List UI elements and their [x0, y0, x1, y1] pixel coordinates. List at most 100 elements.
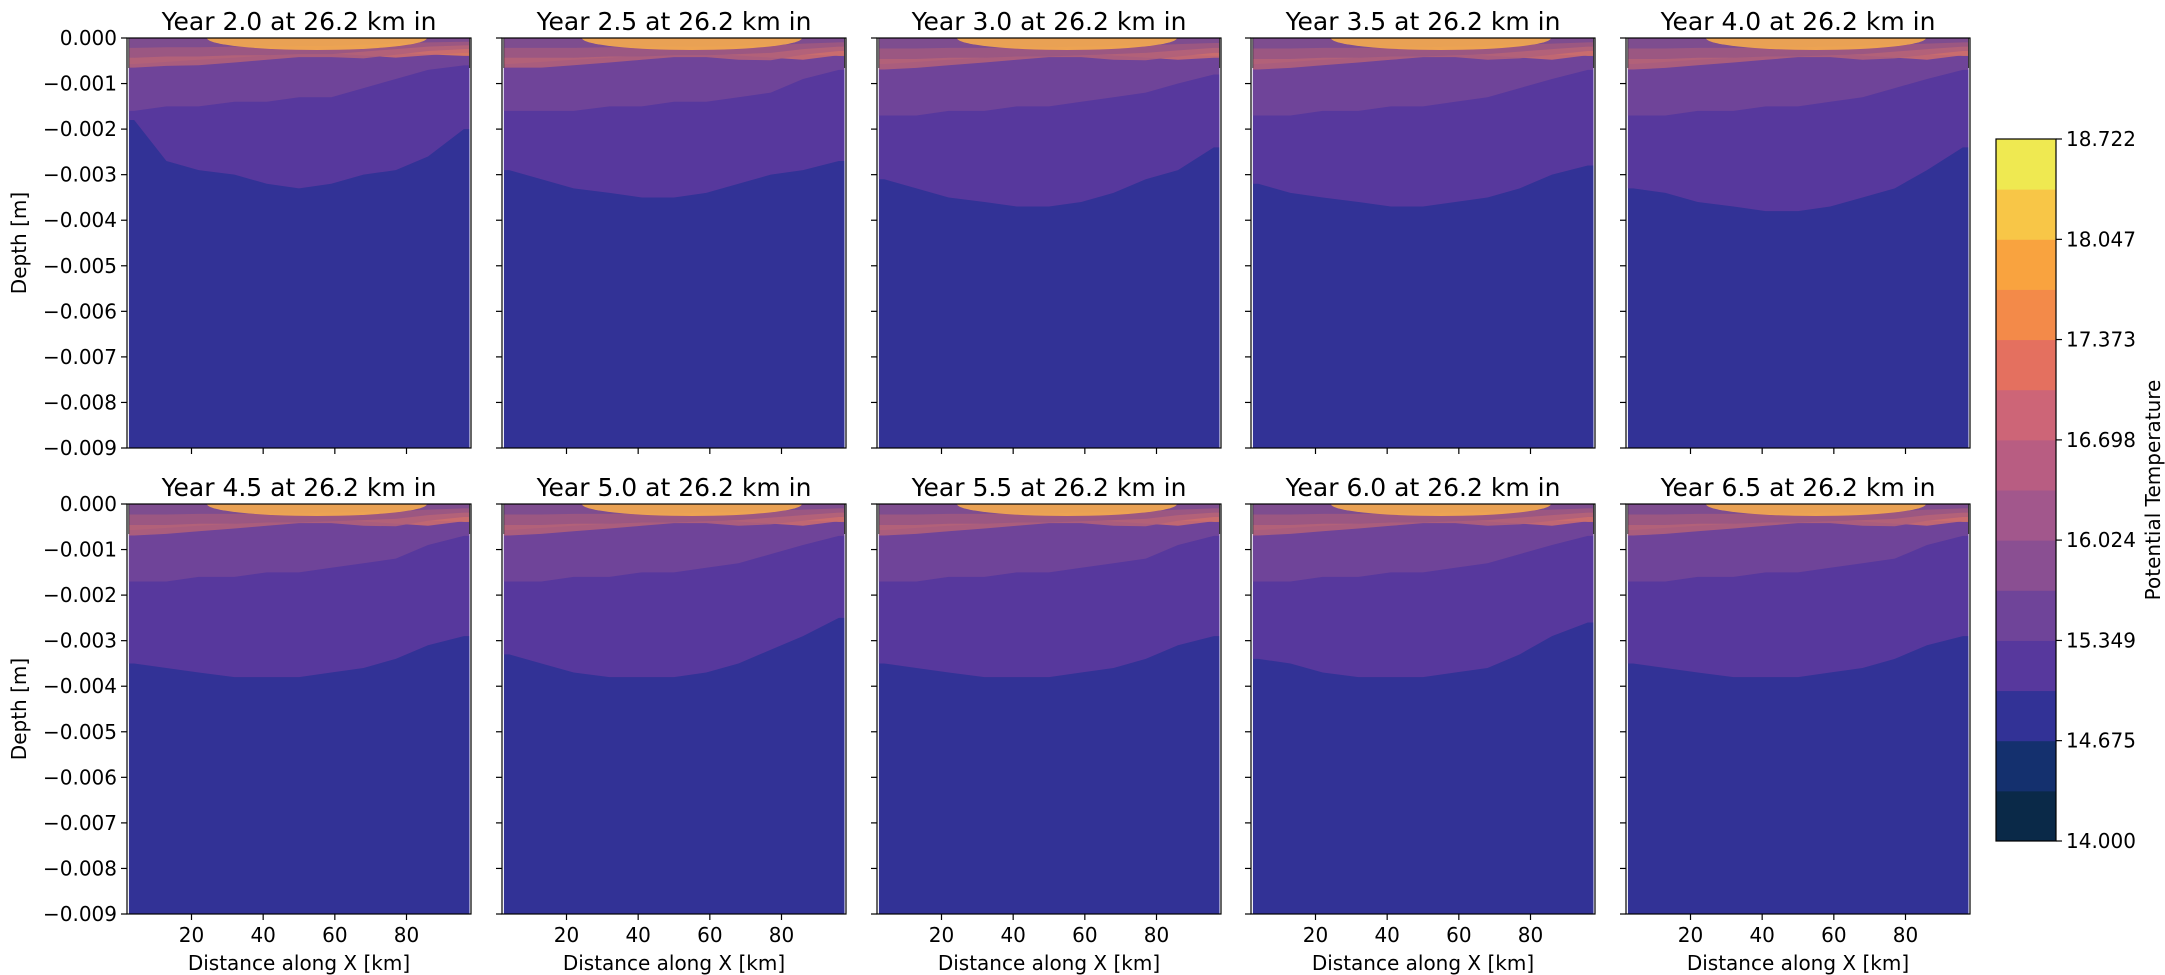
y-axis-label: Depth [m]: [7, 658, 31, 760]
panel-2: Year 2.5 at 26.2 km in: [496, 7, 847, 454]
panel-5: Year 4.0 at 26.2 km in: [1620, 7, 1971, 454]
colorbar-tick-label: 16.024: [2066, 528, 2136, 552]
panel-3: Year 3.0 at 26.2 km in: [871, 7, 1222, 454]
axes-frame: [1250, 503, 1596, 915]
x-tick-label: 60: [322, 923, 347, 947]
temperature-field: [503, 504, 845, 914]
x-tick-label: 20: [179, 923, 204, 947]
x-tick-label: 60: [1072, 923, 1097, 947]
panel-4: Year 3.5 at 26.2 km in: [1245, 7, 1596, 454]
panel-title: Year 5.5 at 26.2 km in: [911, 473, 1187, 502]
panel-title: Year 4.0 at 26.2 km in: [1660, 7, 1936, 36]
colorbar-segment: [1996, 790, 2056, 842]
y-axis-label: Depth [m]: [7, 192, 31, 294]
axes-frame: [1625, 37, 1971, 449]
colorbar-tick-label: 18.047: [2066, 227, 2136, 251]
colorbar-tick-label: 17.373: [2066, 328, 2136, 352]
temperature-field: [128, 38, 470, 448]
y-tick-label: −0.002: [43, 583, 117, 607]
panel-title: Year 6.0 at 26.2 km in: [1285, 473, 1561, 502]
colorbar-tick-label: 16.698: [2066, 428, 2136, 452]
temperature-field: [878, 504, 1220, 914]
colorbar-tick-label: 14.000: [2066, 829, 2136, 853]
y-tick-label: −0.007: [43, 345, 117, 369]
panel-title: Year 5.0 at 26.2 km in: [536, 473, 812, 502]
axes-frame: [126, 37, 472, 449]
x-tick-label: 20: [1678, 923, 1703, 947]
panel-6: Year 4.5 at 26.2 km in 0.000 −0.001 −0.002 −…: [7, 473, 472, 975]
warm-core: [956, 504, 1177, 516]
colorbar-segment: [1996, 640, 2056, 692]
y-tick-label: −0.006: [43, 765, 117, 789]
y-tick-label: −0.009: [43, 436, 117, 460]
colorbar-segment: [1996, 690, 2056, 742]
y-tick-label: −0.007: [43, 811, 117, 835]
x-tick-label: 60: [697, 923, 722, 947]
temperature-field: [503, 38, 845, 448]
temperature-field: [878, 38, 1220, 448]
panel-10: Year 6.5 at 26.2 km in 20 40 60 80 Distance a…: [1620, 473, 1971, 975]
temperature-field: [1627, 504, 1969, 914]
x-tick-label: 80: [1518, 923, 1543, 947]
panel-8: Year 5.5 at 26.2 km in 20 40 60 80 Distance a…: [871, 473, 1222, 975]
colorbar-tick-label: 18.722: [2066, 127, 2136, 151]
x-axis-label: Distance along X [km]: [563, 951, 785, 975]
y-tick-label: −0.005: [43, 254, 117, 278]
warm-core: [206, 504, 427, 516]
x-tick-label: 80: [1144, 923, 1169, 947]
x-tick-label: 20: [929, 923, 954, 947]
axes-frame: [876, 503, 1222, 915]
panel-title: Year 2.5 at 26.2 km in: [536, 7, 812, 36]
colorbar-segment: [1996, 239, 2056, 290]
colorbar-segment: [1996, 389, 2056, 441]
x-tick-label: 20: [554, 923, 579, 947]
temperature-field: [128, 504, 470, 914]
warm-core: [1330, 504, 1551, 516]
colorbar-frame: [1995, 138, 2057, 842]
y-tick-label: −0.004: [43, 674, 117, 698]
colorbar-segment: [1996, 139, 2056, 190]
y-tick-label: −0.001: [43, 72, 117, 96]
y-tick-label: −0.006: [43, 299, 117, 323]
x-tick-label: 40: [1000, 923, 1025, 947]
x-tick-label: 80: [1893, 923, 1918, 947]
temperature-field: [1252, 38, 1594, 448]
warm-core: [206, 38, 427, 50]
colorbar-segment: [1996, 740, 2056, 792]
y-tick-label: −0.004: [43, 208, 117, 232]
warm-core: [1705, 38, 1926, 50]
panel-title: Year 2.0 at 26.2 km in: [161, 7, 437, 36]
y-tick-label: 0.000: [60, 26, 117, 50]
axes-frame: [126, 503, 472, 915]
y-tick-label: −0.008: [43, 856, 117, 880]
axes-frame: [1250, 37, 1596, 449]
warm-core: [1330, 38, 1551, 50]
x-tick-label: 20: [1303, 923, 1328, 947]
colorbar-segment: [1996, 490, 2056, 541]
y-tick-label: −0.003: [43, 629, 117, 653]
x-tick-label: 40: [1749, 923, 1774, 947]
axes-frame: [501, 37, 847, 449]
y-tick-label: −0.002: [43, 117, 117, 141]
panel-title: Year 3.0 at 26.2 km in: [911, 7, 1187, 36]
y-tick-label: −0.009: [43, 902, 117, 926]
x-axis-label: Distance along X [km]: [1687, 951, 1909, 975]
colorbar: 18.722 18.047 17.373 16.698 16.024 15.349 14.6…: [1995, 127, 2165, 853]
x-tick-label: 80: [394, 923, 419, 947]
warm-core: [956, 38, 1177, 50]
colorbar-segment: [1996, 289, 2056, 341]
y-tick-label: −0.003: [43, 163, 117, 187]
panel-title: Year 6.5 at 26.2 km in: [1660, 473, 1936, 502]
y-tick-label: −0.008: [43, 390, 117, 414]
colorbar-segment: [1996, 540, 2056, 591]
temperature-field: [1627, 38, 1969, 448]
warm-core: [1705, 504, 1926, 516]
panel-7: Year 5.0 at 26.2 km in 20 40 60 80 Distance a…: [496, 473, 847, 975]
x-tick-label: 60: [1821, 923, 1846, 947]
colorbar-tick-label: 15.349: [2066, 628, 2136, 652]
panel-title: Year 4.5 at 26.2 km in: [161, 473, 437, 502]
x-tick-label: 40: [250, 923, 275, 947]
x-tick-label: 40: [625, 923, 650, 947]
colorbar-label: Potential Temperature: [2141, 380, 2165, 601]
